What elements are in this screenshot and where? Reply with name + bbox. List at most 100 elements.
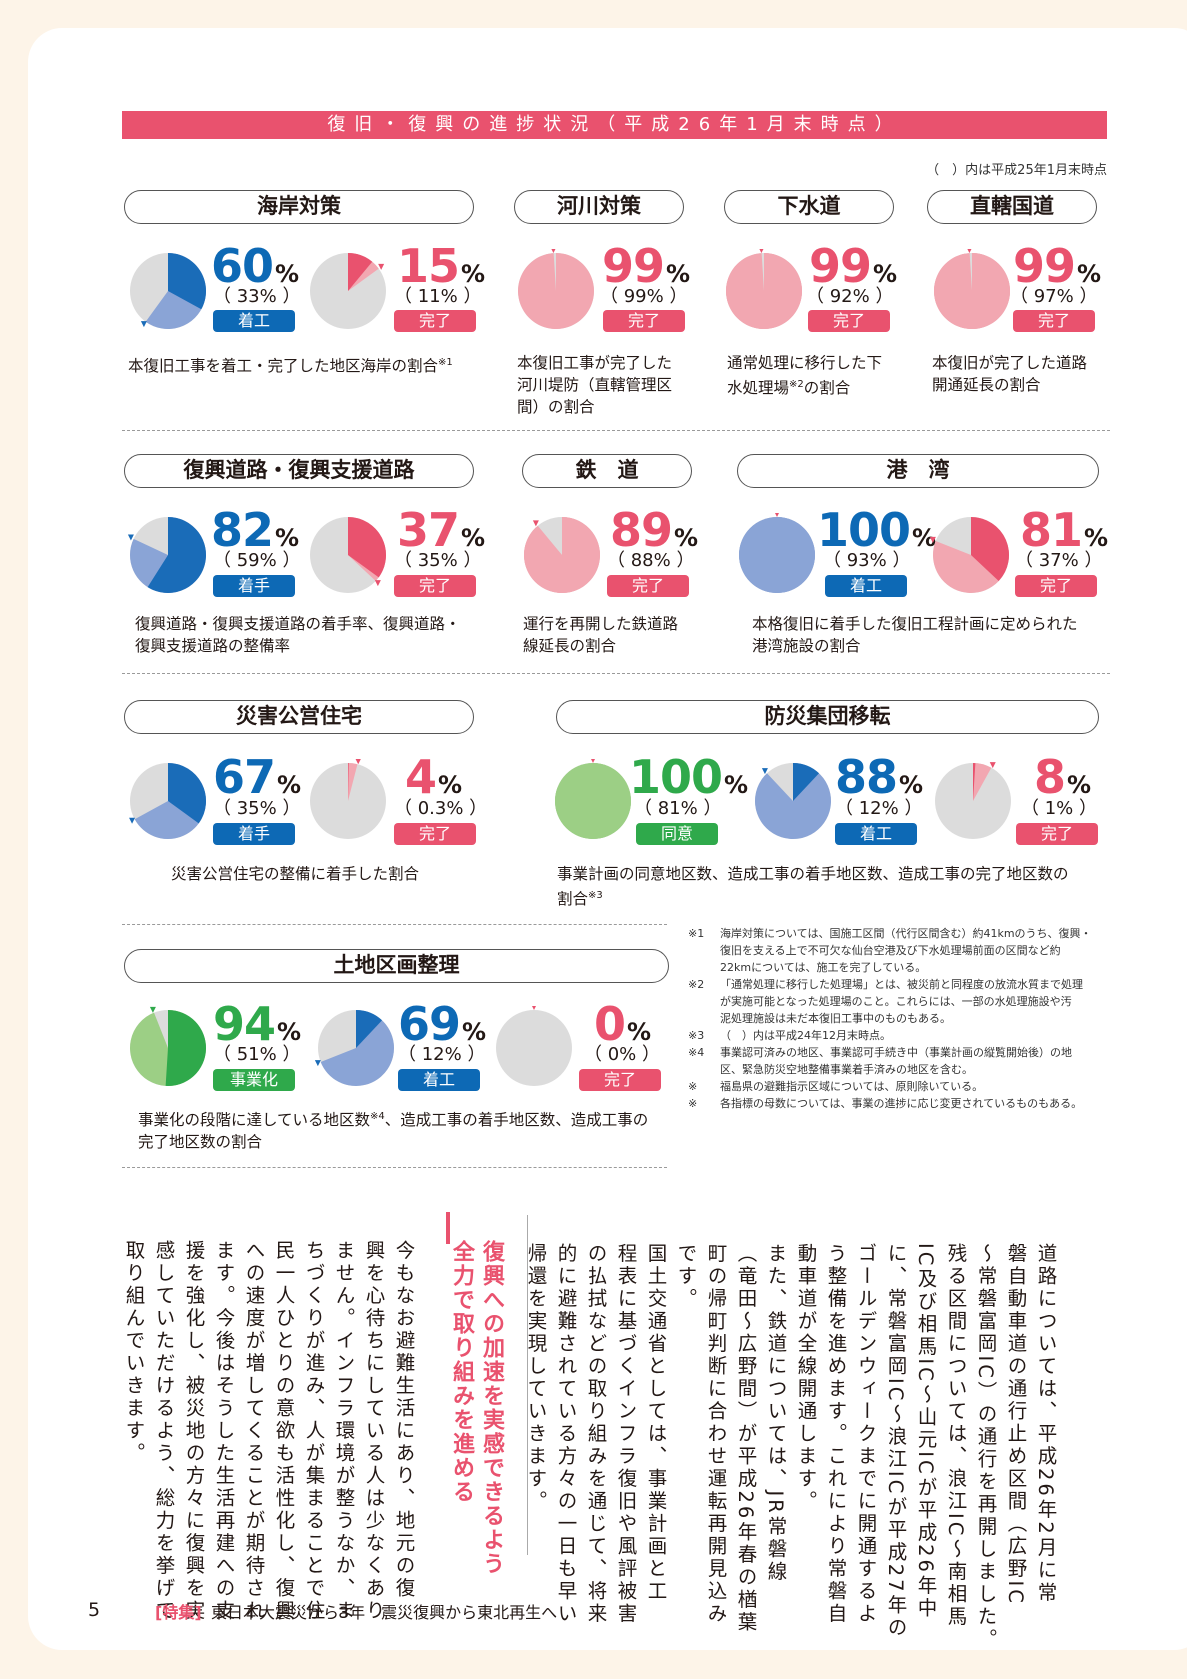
prev-kowan-chakko: （ 93% ） — [823, 550, 911, 571]
value: 4 — [405, 750, 437, 804]
pie-marker — [129, 817, 136, 824]
pie-marker — [127, 534, 134, 541]
desc-text: 本復旧工事を着工・完了した地区海岸の割合 — [128, 357, 439, 376]
footnote-mark: ※1 — [688, 927, 705, 940]
value: 69 — [398, 997, 461, 1051]
desc-gesuido: 通常処理に移行した下 水処理場※2の割合 — [727, 352, 882, 399]
prev-fukko-kanryo: （ 35% ） — [394, 550, 482, 571]
pct-iten-kanryo: 8% — [1034, 754, 1091, 808]
top-note: （ ）内は平成25年1月末時点 — [926, 163, 1107, 178]
unit: % — [1084, 524, 1108, 552]
pie-slice-previous — [973, 763, 976, 801]
pie-marker — [532, 520, 539, 527]
pie-iten-chakko — [755, 763, 831, 839]
pie-slice-previous — [147, 517, 206, 593]
desc-kokudo: 本復旧が完了した道路 開通延長の割合 — [932, 352, 1087, 396]
title-kasen: 河川対策 — [514, 190, 684, 224]
desc-line: の割合 — [803, 379, 851, 398]
body-line: 程表に基づくインフラ復旧や風評被害 — [614, 1243, 637, 1626]
desc-line: 本格復旧に着手した復旧工程計画に定められた — [752, 615, 1078, 633]
unit: % — [899, 771, 923, 799]
pie-gesuido — [726, 249, 802, 329]
section-heading: 復興への加速を実感できるよう 全力で取り組みを進める — [446, 1240, 506, 1580]
value: 100 — [817, 503, 911, 557]
title-iten: 防災集団移転 — [556, 700, 1099, 734]
pct-iten-chakko: 88% — [835, 754, 923, 808]
pie-slice-previous — [971, 517, 1009, 582]
pie-iten-doi — [555, 759, 631, 839]
badge-iten-kanryo: 完了 — [1016, 823, 1098, 845]
pct-iten-doi: 100% — [629, 754, 748, 808]
pie-marker — [551, 249, 556, 254]
unit: % — [438, 771, 462, 799]
desc-line: 本復旧が完了した道路 — [932, 354, 1088, 372]
badge-iten-doi: 同意 — [636, 823, 718, 845]
footnote-line: 22kmについては、施工を完了している。 — [720, 961, 927, 974]
pie-marker — [759, 249, 764, 254]
body-line: への速度が増してくることが期待され — [242, 1240, 265, 1623]
pie-marker — [989, 762, 996, 769]
desc-line: 事業計画の同意地区数、造成工事の着手地区数、造成工事の完了地区数の — [557, 865, 1069, 883]
divider — [122, 430, 1110, 431]
pie-slice-current — [348, 763, 358, 801]
pct-fukko-kanryo: 37% — [397, 507, 485, 561]
body-text-left: 今もなお避難生活にあり、地元の復 興を心待ちにしている人は少なくあり ません。イ… — [118, 1240, 418, 1623]
pct-jutaku-chakushu: 67% — [213, 754, 301, 808]
desc-line: 開通延長の割合 — [932, 376, 1041, 394]
pie-marker — [378, 263, 385, 270]
desc-jutaku: 災害公営住宅の整備に着手した割合 — [171, 865, 420, 883]
desc-line: 運行を再開した鉄道路 — [523, 615, 679, 633]
prev-gesuido: （ 92% ） — [806, 286, 894, 307]
pie-slice-previous — [934, 253, 1010, 329]
desc-kasen: 本復旧工事が完了した 河川堤防（直轄管理区 間）の割合 — [517, 352, 672, 418]
unit: % — [674, 524, 698, 552]
section-banner: 復旧・復興の進捗状況（平成26年1月末時点） — [122, 111, 1107, 139]
unit: % — [275, 524, 299, 552]
desc-line: 線延長の割合 — [523, 637, 617, 655]
pct-fukko-chakushu: 82% — [211, 507, 299, 561]
footnote-mark: ※ — [688, 1097, 698, 1110]
body-line: また、鉄道については、JR常磐線 — [764, 1243, 787, 1584]
value: 82 — [211, 503, 274, 557]
body-line: IC及び相馬IC～山元ICが平成26年中 — [914, 1243, 937, 1620]
badge-kowan-chakko: 着工 — [825, 575, 907, 597]
desc-fukko-doro: 復興道路・復興支援道路の着手率、復興道路・ 復興支援道路の整備率 — [135, 613, 461, 657]
desc-note: ※1 — [438, 357, 453, 368]
pie-marker — [929, 536, 936, 543]
title-tetsudo: 鉄 道 — [522, 454, 692, 488]
footnotes: ※1 海岸対策については、国施工区間（代行区間含む）約41kmのうち、復興・ 復旧を… — [688, 925, 1108, 1112]
footnote-mark: ※3 — [688, 1029, 705, 1042]
title-kowan: 港 湾 — [737, 454, 1099, 488]
footnote-line: 泥処理施設は未だ本復旧工事中のものもある。 — [720, 1012, 951, 1025]
pct-kukaku-kanryo: 0% — [594, 1001, 651, 1055]
badge-kasen: 完了 — [603, 310, 685, 332]
footnote: ※2 「通常処理に移行した処理場」とは、被災前と同程度の放流水質まで処理 が実施可能… — [688, 976, 1108, 1027]
prev-kaigan-chakko: （ 33% ） — [213, 286, 301, 307]
badge-jutaku-chakushu: 着手 — [213, 823, 295, 845]
pct-kaigan-chakko: 60% — [211, 243, 299, 297]
desc-line: 間）の割合 — [517, 398, 595, 416]
pie-slice-previous — [168, 253, 206, 310]
pie-slice-previous — [168, 763, 206, 824]
value: 99 — [1013, 239, 1076, 293]
divider — [122, 1167, 667, 1168]
pie-fukko-kanryo — [310, 517, 386, 593]
prev-tetsudo: （ 88% ） — [607, 550, 695, 571]
badge-fukko-kanryo: 完了 — [394, 575, 476, 597]
desc-line: 河川堤防（直轄管理区 — [517, 376, 673, 394]
body-line: 残る区間については、浪江IC～南相馬 — [944, 1243, 967, 1629]
heading-line: 全力で取り組みを進める — [449, 1240, 474, 1504]
heading-marker — [446, 1212, 450, 1244]
pie-marker — [775, 513, 779, 517]
value: 60 — [211, 239, 274, 293]
desc-iten: 事業計画の同意地区数、造成工事の着手地区数、造成工事の完了地区数の 割合※3 — [557, 863, 1069, 910]
body-line: 的に避難されている方々の一日も早い — [554, 1243, 577, 1626]
pct-kaigan-kanryo: 15% — [397, 243, 485, 297]
pie-jutaku-kanryo — [310, 759, 386, 839]
footnote: ※3 （ ）内は平成24年12月末時点。 — [688, 1027, 1108, 1044]
pct-kukaku-jigyoka: 94% — [213, 1001, 301, 1055]
value: 8 — [1034, 750, 1066, 804]
value: 100 — [629, 750, 723, 804]
badge-iten-chakko: 着工 — [835, 823, 917, 845]
footnote-line: 福島県の避難指示区域については、原則除いている。 — [720, 1080, 984, 1093]
